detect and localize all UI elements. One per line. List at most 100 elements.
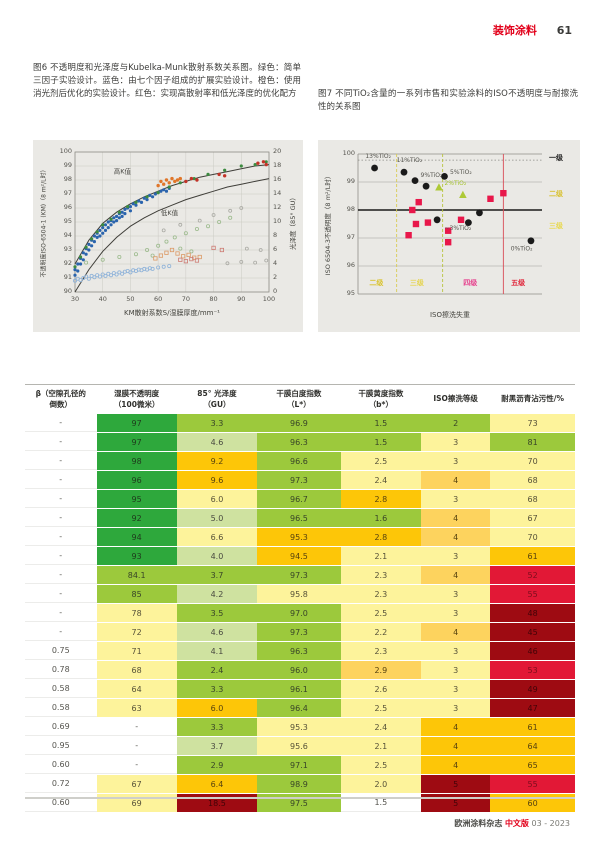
table-cell: 3 [420, 452, 491, 470]
table-cell: 0.69 [25, 718, 97, 736]
curve-label: 高K值 [114, 167, 132, 176]
fig6-ytick-right: 10 [273, 217, 282, 225]
fig6-ytick-right: 14 [273, 189, 282, 197]
table-cell: 78 [96, 604, 177, 622]
column-header: β（空隙孔径的 倒数） [25, 384, 97, 413]
fig7-canvas: 13%TiO₂ 11%TiO₂ 9%TiO₂ 5%TiO₂ 2%TiO₂ ~3%TiO₂ 0… [357, 153, 542, 295]
table-cell: 0.58 [25, 699, 97, 717]
fig6-ytick-right: 4 [273, 259, 278, 267]
table-row: 0.58 63 6.0 96.4 2.5 3 47 [25, 699, 575, 717]
point-annotation: 5%TiO₂ [450, 169, 472, 176]
table-cell: 67 [490, 509, 575, 527]
point-annotation: ~3%TiO₂ [444, 225, 471, 232]
table-cell: 2.5 [340, 756, 421, 774]
table-cell: 81 [490, 433, 575, 451]
table-cell: 63 [96, 699, 177, 717]
point-annotation: 9%TiO₂ [421, 172, 443, 179]
table-cell: - [25, 566, 97, 584]
table-cell: - [25, 604, 97, 622]
fig6-ytick: 100 [59, 147, 72, 155]
table-cell: 6.4 [176, 775, 258, 793]
table-cell: 2.6 [340, 680, 421, 698]
table-cell: 4 [420, 756, 491, 774]
journal-issue: 03 - 2023 [531, 819, 570, 828]
scrub-class-label: 二级 [369, 278, 384, 287]
table-cell: 96.3 [257, 433, 341, 451]
table-row: -78 3.5 97.0 2.5 3 48 [25, 604, 575, 622]
table-row: 0.69-3.3 95.3 2.4 4 61 [25, 718, 575, 736]
table-cell: - [25, 623, 97, 641]
table-cell: 2 [420, 414, 491, 432]
table-cell: 4 [420, 623, 491, 641]
table-cell: 0.72 [25, 775, 97, 793]
table-cell: 2.9 [340, 661, 421, 679]
opacity-class-label: 三级 [549, 222, 563, 231]
table-cell: 47 [490, 699, 575, 717]
fig7-x-axis-label: ISO擦洗失重 [429, 311, 471, 319]
table-cell: 97.3 [257, 623, 341, 641]
table-row: 0.72 67 6.4 98.9 2.0 5 55 [25, 775, 575, 793]
column-header: 85° 光泽度 （GU） [176, 384, 258, 413]
table-row: 0.60-2.9 97.1 2.5 4 65 [25, 756, 575, 774]
table-cell: 49 [490, 680, 575, 698]
fig6-ytick: 98 [63, 175, 72, 183]
table-cell: 73 [490, 414, 575, 432]
table-cell: 2.2 [340, 623, 421, 641]
table-cell: 96.4 [257, 699, 341, 717]
table-cell: 2.4 [340, 471, 421, 489]
table-cell: 46 [490, 642, 575, 660]
table-cell: 2.3 [340, 585, 421, 603]
table-cell: 84.1 [96, 566, 177, 584]
table-row: -95 6.0 96.7 2.8 3 68 [25, 490, 575, 508]
table-row: -97 4.6 96.3 1.5 3 81 [25, 433, 575, 451]
table-cell: 3.3 [176, 414, 258, 432]
table-cell: 4.2 [176, 585, 258, 603]
table-cell: 1.6 [340, 509, 421, 527]
table-row: 0.78 68 2.4 96.0 2.9 3 53 [25, 661, 575, 679]
table-cell: 85 [96, 585, 177, 603]
table-cell: 70 [490, 452, 575, 470]
journal-edition: 中文版 [504, 819, 529, 828]
fig6-x-axis-label: KM散射系数S/湿膜厚度/mm⁻¹ [124, 309, 220, 317]
table-cell: 4 [420, 528, 491, 546]
table-cell: 93 [96, 547, 177, 565]
table-cell: - [25, 490, 97, 508]
column-header: 干膜白度指数 （L*） [257, 384, 341, 413]
table-cell: 96.3 [257, 642, 341, 660]
table-cell: 95.8 [257, 585, 341, 603]
column-header: 干膜黄度指数 （b*） [340, 384, 421, 413]
table-row: -93 4.0 94.5 2.1 3 61 [25, 547, 575, 565]
fig6-ytick: 90 [63, 287, 72, 295]
table-cell: 3.7 [176, 737, 258, 755]
table-cell: 4 [420, 509, 491, 527]
table-cell: 0.95 [25, 737, 97, 755]
table-cell: 4 [420, 737, 491, 755]
table-cell: 71 [96, 642, 177, 660]
table-cell: 61 [490, 547, 575, 565]
table-cell: 3 [420, 547, 491, 565]
fig6-xtick: 90 [237, 295, 246, 303]
page-header: 装饰涂料 61 [493, 22, 572, 38]
table-cell: 3.3 [176, 680, 258, 698]
table-cell: 96.6 [257, 452, 341, 470]
table-cell: 96 [96, 471, 177, 489]
fig6-ytick-right: 18 [273, 161, 282, 169]
section-label: 装饰涂料 [492, 24, 537, 37]
table-cell: - [96, 718, 177, 736]
table-row: -72 4.6 97.3 2.2 4 45 [25, 623, 575, 641]
table-cell: 2.4 [340, 718, 421, 736]
fig6-ytick-right: 12 [273, 203, 282, 211]
fig6-ytick: 95 [63, 217, 72, 225]
fig6-ytick-right: 6 [273, 245, 278, 253]
point-annotation: 11%TiO₂ [397, 157, 423, 164]
fig7-ytick: 100 [342, 149, 355, 157]
table-cell: 9.6 [176, 471, 258, 489]
table-cell: 2.4 [176, 661, 258, 679]
table-cell: 5 [420, 775, 491, 793]
table-cell: 4.1 [176, 642, 258, 660]
table-cell: 68 [96, 661, 177, 679]
table-cell: 48 [490, 604, 575, 622]
fig6-xtick: 30 [70, 295, 80, 303]
table-cell: 96.1 [257, 680, 341, 698]
